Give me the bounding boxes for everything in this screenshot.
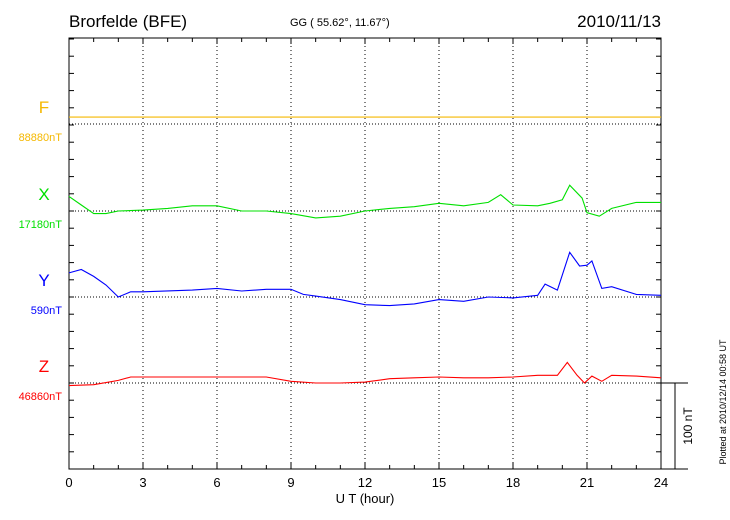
x-tick-label: 3 <box>139 475 146 490</box>
station-title: Brorfelde (BFE) <box>69 12 187 31</box>
series-line-x <box>68 184 661 219</box>
x-tick-label: 21 <box>580 475 594 490</box>
series-name-z: Z <box>39 357 49 376</box>
x-tick-label: 24 <box>654 475 668 490</box>
series-group <box>68 116 662 387</box>
series-name-x: X <box>38 185 49 204</box>
x-tick-label: 9 <box>287 475 294 490</box>
series-baseline-x: 17180nT <box>19 219 63 231</box>
series-baseline-y: 590nT <box>31 305 62 317</box>
series-baseline-f: 88880nT <box>19 132 63 144</box>
plotted-at-note: Plotted at 2010/12/14 00:58 UT <box>718 339 728 465</box>
series-name-y: Y <box>38 271 49 290</box>
plot-date: 2010/11/13 <box>577 12 661 31</box>
station-coords: GG ( 55.62°, 11.67°) <box>290 17 390 29</box>
series-line-z <box>68 361 662 387</box>
x-axis-label: U T (hour) <box>336 491 395 506</box>
series-labels: F 88880nT X 17180nT Y 590nT Z 46860nT <box>19 98 63 403</box>
scale-label: 100 nT <box>681 407 695 445</box>
x-tick-label: 18 <box>506 475 520 490</box>
x-tick-label: 0 <box>65 475 72 490</box>
series-baseline-z: 46860nT <box>19 391 63 403</box>
axes: 0 3 6 9 12 15 18 21 24 <box>65 37 668 490</box>
x-tick-label: 12 <box>358 475 372 490</box>
x-tick-label: 15 <box>432 475 446 490</box>
grid <box>69 38 661 469</box>
series-line-y <box>68 251 662 307</box>
scale-bar: 100 nT <box>661 382 695 470</box>
x-tick-label: 6 <box>213 475 220 490</box>
series-name-f: F <box>39 98 49 117</box>
